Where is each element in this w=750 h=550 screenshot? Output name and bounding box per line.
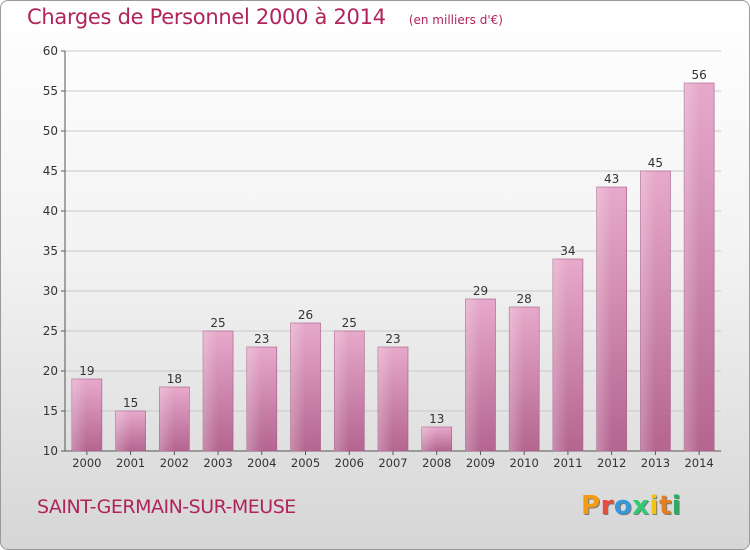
data-label: 25 bbox=[210, 316, 225, 330]
x-tick-label: 2007 bbox=[378, 456, 407, 470]
x-tick-label: 2008 bbox=[422, 456, 451, 470]
label-layer: 19 15 18 25 23 26 25 23 13 29 28 34 43 45 56 bbox=[79, 68, 707, 426]
x-tick-label: 2001 bbox=[116, 456, 145, 470]
bar-highlight bbox=[71, 379, 87, 451]
title-block: Charges de Personnel 2000 à 2014 (en mil… bbox=[27, 5, 503, 29]
data-label: 25 bbox=[342, 316, 357, 330]
x-tick-label: 2005 bbox=[291, 456, 320, 470]
y-tick-label: 40 bbox=[43, 204, 58, 218]
data-label: 15 bbox=[123, 396, 138, 410]
x-tick-label: 2000 bbox=[72, 456, 101, 470]
y-tick-label: 25 bbox=[43, 324, 58, 338]
bar-highlight bbox=[290, 323, 306, 451]
data-label: 28 bbox=[517, 292, 532, 306]
bar-highlight bbox=[203, 331, 219, 451]
bar-layer bbox=[71, 82, 715, 452]
logo-letter: P bbox=[581, 491, 601, 521]
bar-highlight bbox=[684, 83, 700, 451]
bar-highlight bbox=[552, 259, 568, 451]
x-tick-label: 2012 bbox=[597, 456, 626, 470]
data-label: 26 bbox=[298, 308, 313, 322]
bar-highlight bbox=[421, 427, 437, 451]
logo-letter: x bbox=[632, 491, 650, 521]
y-tick-label: 55 bbox=[43, 84, 58, 98]
y-tick-label: 15 bbox=[43, 404, 58, 418]
x-tick-label: 2004 bbox=[247, 456, 276, 470]
x-tick-label: 2002 bbox=[160, 456, 189, 470]
bar-highlight bbox=[465, 299, 481, 451]
x-tick-label: 2010 bbox=[510, 456, 539, 470]
data-label: 34 bbox=[560, 244, 575, 258]
x-tick-label: 2014 bbox=[684, 456, 713, 470]
data-label: 29 bbox=[473, 284, 488, 298]
y-tick-label: 45 bbox=[43, 164, 58, 178]
data-label: 13 bbox=[429, 412, 444, 426]
bar-highlight bbox=[334, 331, 350, 451]
y-tick-label: 30 bbox=[43, 284, 58, 298]
y-tick-label: 35 bbox=[43, 244, 58, 258]
logo-letter: t bbox=[658, 491, 672, 521]
data-label: 23 bbox=[254, 332, 269, 346]
bar-highlight bbox=[509, 307, 525, 451]
logo-letter: o bbox=[613, 491, 633, 521]
x-tick-label: 2011 bbox=[553, 456, 582, 470]
chart-title: Charges de Personnel 2000 à 2014 bbox=[27, 5, 386, 29]
proxiti-logo: Proxiti bbox=[581, 491, 681, 521]
x-tick-label: 2009 bbox=[466, 456, 495, 470]
y-tick-label: 10 bbox=[43, 444, 58, 458]
bar-highlight bbox=[640, 171, 656, 451]
y-tick-label: 50 bbox=[43, 124, 58, 138]
town-name: SAINT-GERMAIN-SUR-MEUSE bbox=[37, 496, 296, 518]
x-tick-label: 2003 bbox=[203, 456, 232, 470]
data-label: 56 bbox=[691, 68, 706, 82]
data-label: 45 bbox=[648, 156, 663, 170]
bar-highlight bbox=[115, 411, 131, 451]
logo-letter: i bbox=[649, 491, 659, 521]
chart-subtitle: (en milliers d'€) bbox=[408, 13, 503, 27]
x-tick-label: 2013 bbox=[641, 456, 670, 470]
bar-highlight bbox=[159, 387, 175, 451]
y-tick-label: 60 bbox=[43, 44, 58, 58]
logo-letter: r bbox=[600, 491, 614, 521]
y-tick-label: 20 bbox=[43, 364, 58, 378]
logo-letter: i bbox=[671, 491, 682, 521]
data-label: 19 bbox=[79, 364, 94, 378]
bar-highlight bbox=[596, 187, 612, 451]
data-label: 23 bbox=[385, 332, 400, 346]
bar-highlight bbox=[246, 347, 262, 451]
bar-highlight bbox=[378, 347, 393, 451]
data-label: 43 bbox=[604, 172, 619, 186]
x-tick-label: 2006 bbox=[335, 456, 364, 470]
data-label: 18 bbox=[167, 372, 182, 386]
